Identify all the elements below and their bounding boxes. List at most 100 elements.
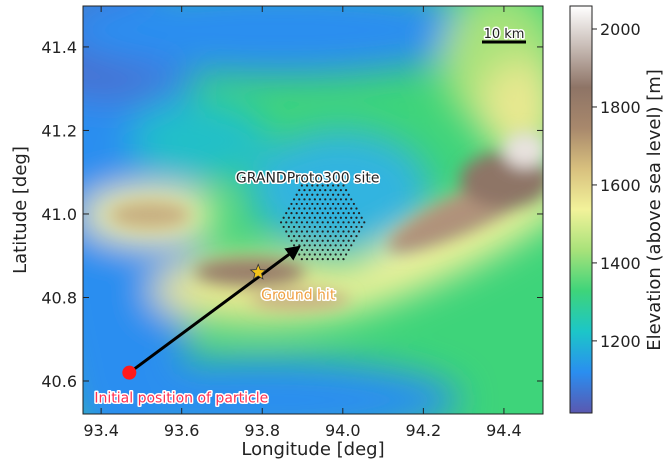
antenna — [342, 221, 344, 223]
antenna — [345, 226, 347, 228]
antenna — [332, 221, 334, 223]
antenna — [332, 258, 334, 260]
y-axis-label: Latitude [deg] — [10, 146, 31, 274]
antenna — [335, 198, 337, 200]
colorbar-tick-label: 1600 — [600, 176, 641, 195]
antenna — [335, 253, 337, 255]
colorbar-label: Elevation (above sea level) [m] — [644, 69, 665, 351]
antenna — [350, 244, 352, 246]
antenna — [348, 203, 350, 205]
antenna — [293, 226, 295, 228]
antenna — [301, 240, 303, 242]
site-label: GRANDProto300 site — [236, 170, 380, 186]
antenna — [290, 203, 292, 205]
antenna — [303, 189, 305, 191]
antenna — [311, 194, 313, 196]
antenna — [288, 207, 290, 209]
x-axis-label: Longitude [deg] — [241, 439, 384, 460]
antenna — [353, 203, 355, 205]
antenna — [296, 194, 298, 196]
antenna — [311, 221, 313, 223]
antenna — [298, 253, 300, 255]
antenna — [319, 253, 321, 255]
antenna — [337, 212, 339, 214]
antenna — [329, 253, 331, 255]
antenna — [288, 235, 290, 237]
antenna — [298, 235, 300, 237]
antenna — [322, 194, 324, 196]
antenna — [350, 235, 352, 237]
antenna — [309, 217, 311, 219]
antenna — [348, 249, 350, 251]
antenna — [288, 226, 290, 228]
antenna — [303, 244, 305, 246]
antenna — [298, 244, 300, 246]
antenna — [324, 235, 326, 237]
antenna — [319, 226, 321, 228]
antenna — [329, 207, 331, 209]
antenna — [298, 189, 300, 191]
antenna — [319, 207, 321, 209]
antenna — [316, 221, 318, 223]
antenna — [348, 230, 350, 232]
antenna — [311, 212, 313, 214]
antenna — [342, 230, 344, 232]
antenna — [293, 244, 295, 246]
antenna — [309, 244, 311, 246]
antenna — [306, 258, 308, 260]
marker — [122, 366, 136, 380]
antenna — [335, 217, 337, 219]
antenna — [340, 198, 342, 200]
antenna — [314, 235, 316, 237]
antenna — [290, 240, 292, 242]
antenna — [293, 207, 295, 209]
antenna — [340, 226, 342, 228]
antenna — [309, 235, 311, 237]
x-tick-label: 94.0 — [325, 421, 361, 440]
marker-label: Ground hit — [261, 287, 336, 303]
figure: 10 km Longitude [deg] Latitude [deg] Ele… — [0, 0, 668, 466]
y-tick-label: 41.2 — [41, 121, 77, 140]
antenna — [298, 217, 300, 219]
antenna — [285, 221, 287, 223]
x-tick-label: 94.4 — [486, 421, 522, 440]
antenna — [358, 230, 360, 232]
antenna — [348, 221, 350, 223]
antenna — [309, 207, 311, 209]
antenna — [283, 217, 285, 219]
antenna — [309, 253, 311, 255]
antenna — [327, 249, 329, 251]
antenna — [298, 198, 300, 200]
antenna — [314, 189, 316, 191]
antenna — [332, 240, 334, 242]
antenna — [303, 207, 305, 209]
antenna — [353, 221, 355, 223]
antenna — [314, 226, 316, 228]
antenna — [363, 221, 365, 223]
antenna — [298, 207, 300, 209]
antenna — [314, 207, 316, 209]
antenna — [306, 203, 308, 205]
antenna — [309, 189, 311, 191]
antenna — [335, 207, 337, 209]
antenna — [322, 221, 324, 223]
antenna — [329, 226, 331, 228]
antenna — [329, 189, 331, 191]
antenna — [290, 230, 292, 232]
antenna — [296, 221, 298, 223]
colorbar-tick-label: 1200 — [600, 332, 641, 351]
x-tick-label: 93.4 — [83, 421, 119, 440]
antenna — [355, 207, 357, 209]
x-tick-label: 93.6 — [164, 421, 200, 440]
antenna — [340, 253, 342, 255]
antenna — [293, 235, 295, 237]
antenna — [361, 226, 363, 228]
antenna — [280, 221, 282, 223]
antenna — [342, 212, 344, 214]
antenna — [314, 198, 316, 200]
antenna — [324, 226, 326, 228]
colorbar-tick-label: 2000 — [600, 20, 641, 39]
antenna — [319, 198, 321, 200]
antenna — [306, 230, 308, 232]
antenna — [345, 198, 347, 200]
